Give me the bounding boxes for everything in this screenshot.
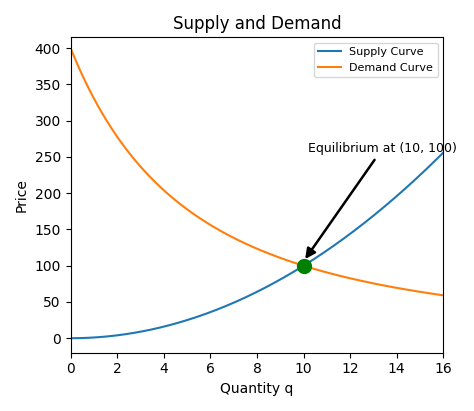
Point — [300, 263, 307, 269]
Supply Curve — [247, 293, 253, 298]
Demand Curve — [431, 291, 437, 296]
Demand Curve — [373, 282, 379, 286]
Demand Curve — [68, 46, 73, 51]
Y-axis label: Price: Price — [15, 178, 29, 212]
Supply Curve — [68, 336, 73, 341]
Supply Curve — [440, 150, 446, 155]
Supply Curve — [431, 159, 437, 164]
Supply Curve — [290, 270, 295, 275]
Text: Equilibrium at (10, 100): Equilibrium at (10, 100) — [307, 142, 457, 257]
X-axis label: Quantity q: Quantity q — [220, 382, 294, 396]
Supply Curve — [373, 211, 379, 216]
Title: Supply and Demand: Supply and Demand — [173, 15, 341, 33]
Demand Curve — [269, 252, 275, 257]
Line: Demand Curve: Demand Curve — [71, 48, 443, 296]
Demand Curve — [290, 260, 295, 265]
Legend: Supply Curve, Demand Curve: Supply Curve, Demand Curve — [314, 43, 438, 77]
Demand Curve — [245, 242, 250, 247]
Supply Curve — [269, 282, 275, 286]
Demand Curve — [440, 293, 446, 298]
Supply Curve — [245, 294, 250, 299]
Line: Supply Curve: Supply Curve — [71, 152, 443, 338]
Demand Curve — [247, 243, 253, 248]
